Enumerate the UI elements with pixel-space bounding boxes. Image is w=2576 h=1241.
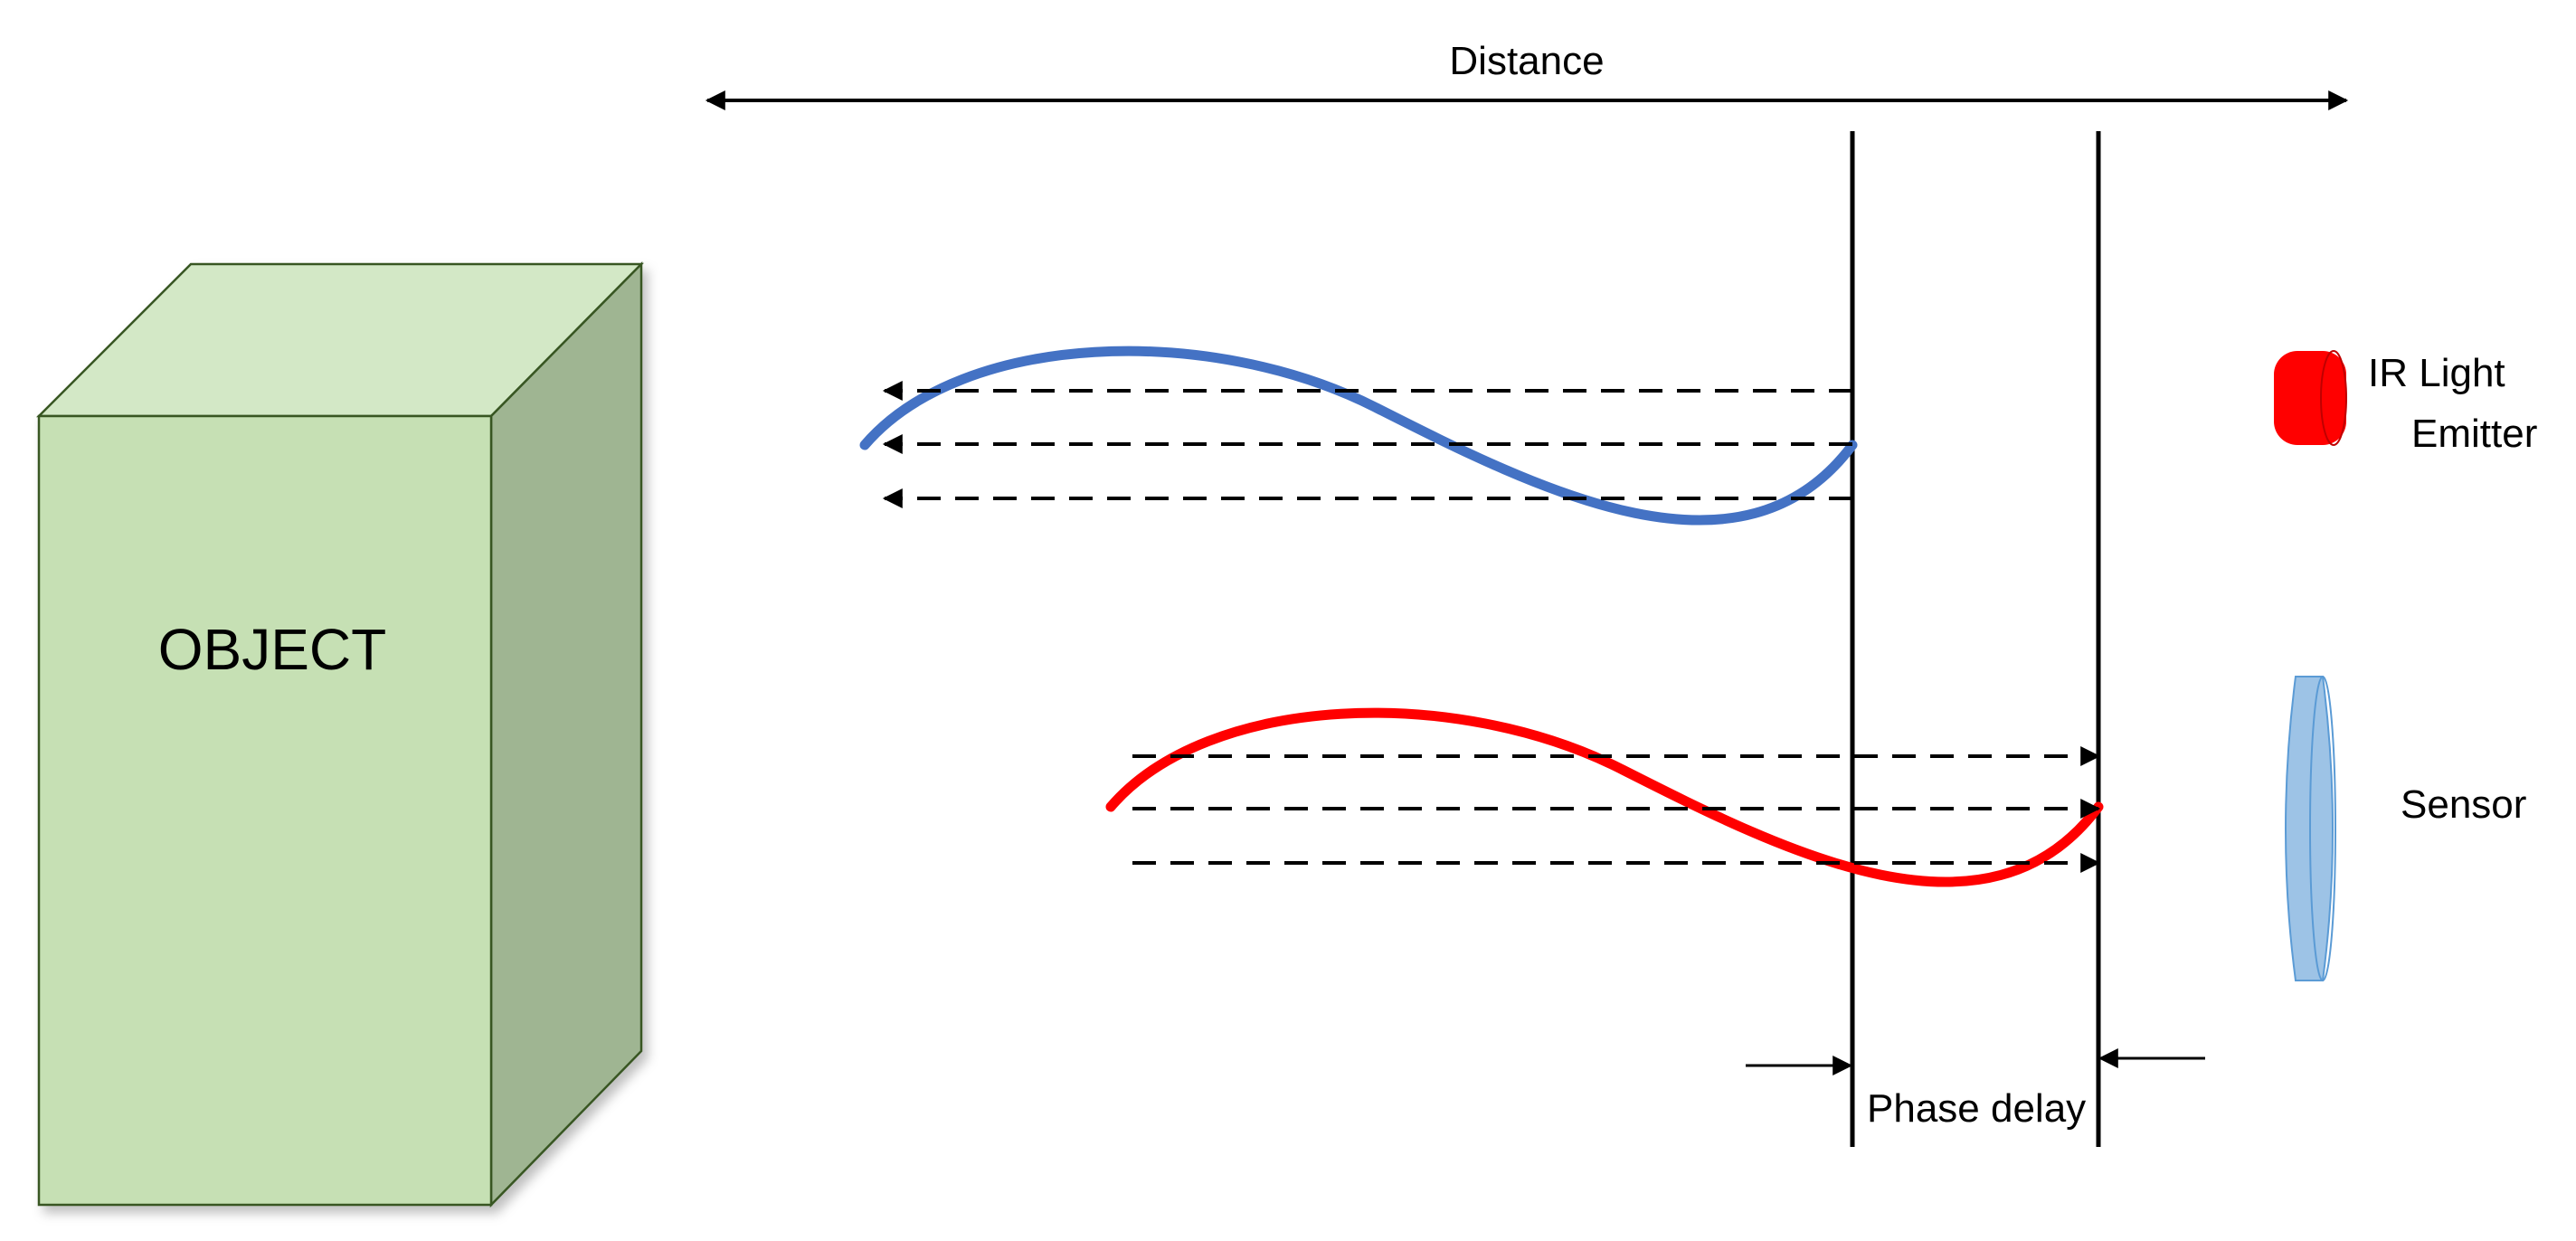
object-label: OBJECT — [158, 617, 386, 682]
object-box — [35, 261, 644, 1208]
phase-delay-label: Phase delay — [1867, 1086, 2086, 1131]
emitted-arrows — [882, 381, 1852, 508]
sensor-label: Sensor — [2401, 782, 2526, 827]
object-box-side — [489, 261, 643, 1208]
reflected-wave — [1105, 707, 2104, 887]
sensor-lens-icon — [2285, 676, 2336, 981]
distance-label: Distance — [1449, 39, 1604, 83]
object-box-front — [37, 414, 493, 1207]
reflected-arrows — [1132, 746, 2101, 873]
emitter-label-line2: Emitter — [2411, 412, 2537, 456]
ir-emitter-icon — [2274, 350, 2347, 446]
emitted-wave — [859, 346, 1858, 526]
emitter-label-line1: IR Light — [2368, 351, 2505, 395]
